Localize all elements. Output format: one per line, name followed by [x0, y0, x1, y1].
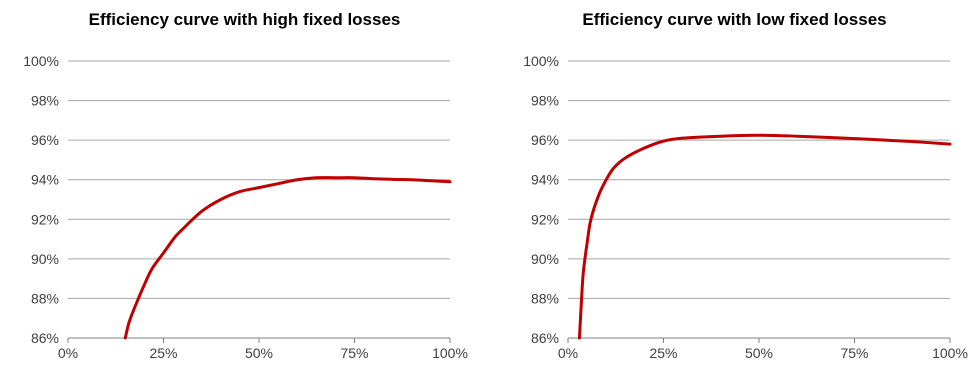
y-tick-label: 90% [31, 251, 59, 267]
efficiency-curve [123, 176, 452, 340]
y-tick-label: 92% [31, 211, 59, 227]
chart-high-fixed-losses: Efficiency curve with high fixed losses … [0, 0, 489, 366]
x-tick-label: 100% [432, 345, 468, 361]
efficiency-chart-high: 86% 88% 90% 92% 94% 96% 98% 100% 0% 25% 50% 75% 100% [23, 53, 468, 361]
x-tick-label: 50% [745, 345, 773, 361]
y-tick-label: 100% [523, 53, 559, 69]
chart-title: Efficiency curve with high fixed losses [88, 10, 401, 29]
y-tick-label: 98% [31, 93, 59, 109]
y-tick-label: 90% [531, 251, 559, 267]
y-tick-label: 88% [31, 290, 59, 306]
y-tick-label: 92% [531, 211, 559, 227]
x-tick-label: 75% [340, 345, 368, 361]
x-tick-label: 0% [58, 345, 78, 361]
y-tick-label: 94% [531, 172, 559, 188]
y-tick-label: 88% [531, 290, 559, 306]
y-tick-label: 96% [31, 132, 59, 148]
chart-title: Efficiency curve with low fixed losses [582, 10, 887, 29]
y-tick-label: 100% [23, 53, 59, 69]
y-tick-label: 86% [531, 330, 559, 346]
x-tick-label: 75% [840, 345, 868, 361]
x-tick-label: 50% [245, 345, 273, 361]
x-tick-label: 0% [558, 345, 578, 361]
chart-low-fixed-losses: Efficiency curve with low fixed losses 8… [490, 0, 979, 366]
x-tick-label: 25% [149, 345, 177, 361]
y-tick-label: 86% [31, 330, 59, 346]
x-tick-label: 25% [649, 345, 677, 361]
efficiency-chart-low: 86% 88% 90% 92% 94% 96% 98% 100% 0% 25% 50% 75% 100% [523, 53, 968, 361]
x-tick-label: 100% [932, 345, 968, 361]
y-tick-label: 96% [531, 132, 559, 148]
efficiency-curve [577, 133, 952, 340]
y-tick-label: 94% [31, 172, 59, 188]
y-tick-label: 98% [531, 93, 559, 109]
